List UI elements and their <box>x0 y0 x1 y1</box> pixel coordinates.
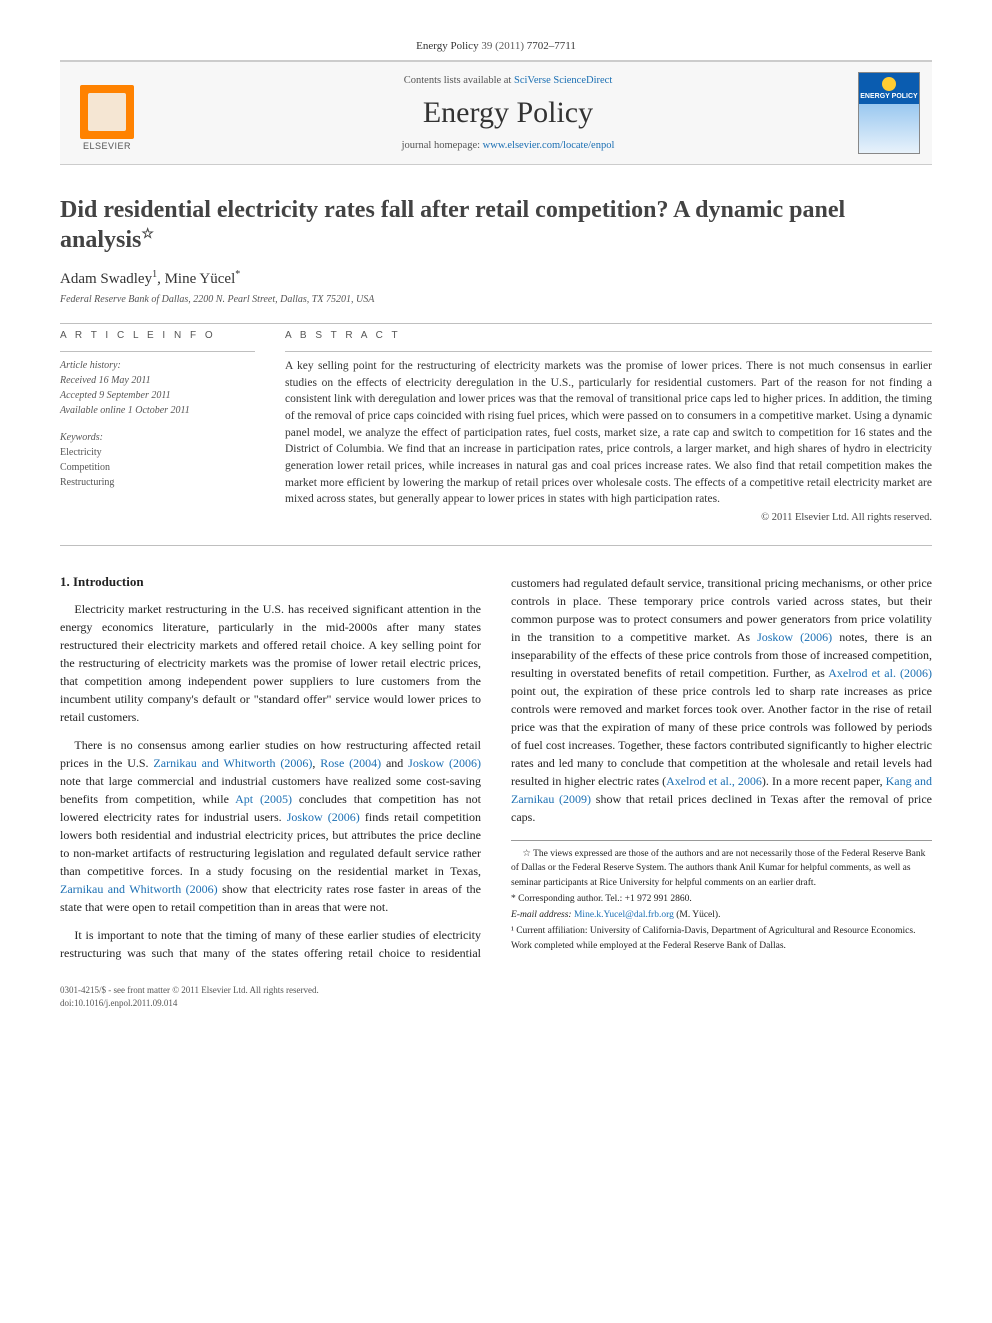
contents-line: Contents lists available at SciVerse Sci… <box>158 75 858 86</box>
footnotes: ☆ The views expressed are those of the a… <box>511 840 932 953</box>
para-3-c: point out, the expiration of these price… <box>511 684 932 788</box>
running-header: Energy Policy 39 (2011) 7702–7711 <box>60 40 932 52</box>
rule-bottom <box>60 545 932 546</box>
homepage-link[interactable]: www.elsevier.com/locate/enpol <box>483 140 615 151</box>
homepage-prefix: journal homepage: <box>402 140 483 151</box>
authors: Adam Swadley1, Mine Yücel* <box>60 269 932 288</box>
footer-meta: 0301-4215/$ - see front matter © 2011 El… <box>60 984 932 1009</box>
cover-sun-icon <box>882 77 896 91</box>
email-label: E-mail address: <box>511 910 572 920</box>
article-title-text: Did residential electricity rates fall a… <box>60 197 845 253</box>
abstract-copyright: © 2011 Elsevier Ltd. All rights reserved… <box>285 512 932 523</box>
cite-zarnikau-2006b[interactable]: Zarnikau and Whitworth (2006) <box>60 882 218 896</box>
cite-zarnikau-2006[interactable]: Zarnikau and Whitworth (2006) <box>153 756 312 770</box>
journal-pages: 7702–7711 <box>527 40 576 52</box>
keyword-3: Restructuring <box>60 475 255 490</box>
abstract-text: A key selling point for the restructurin… <box>285 358 932 508</box>
email-suffix: (M. Yücel). <box>676 910 720 920</box>
para-3-d: ). In a more recent paper, <box>762 774 886 788</box>
cite-axelrod-2006a[interactable]: Axelrod et al. (2006) <box>828 666 932 680</box>
rule-top <box>60 323 932 324</box>
abstract-heading: A B S T R A C T <box>285 330 932 341</box>
article-info: A R T I C L E I N F O Article history: R… <box>60 330 255 523</box>
footnote-aff1: ¹ Current affiliation: University of Cal… <box>511 924 932 953</box>
masthead-center: Contents lists available at SciVerse Sci… <box>158 75 858 151</box>
author-2: Mine Yücel <box>165 271 236 287</box>
sciencedirect-link[interactable]: SciVerse ScienceDirect <box>514 75 612 86</box>
keyword-2: Competition <box>60 460 255 475</box>
cover-sky <box>859 104 919 153</box>
journal-name: Energy Policy <box>416 40 478 52</box>
doi-line: doi:10.1016/j.enpol.2011.09.014 <box>60 997 932 1010</box>
online-date: Available online 1 October 2011 <box>60 403 255 418</box>
cite-apt-2005[interactable]: Apt (2005) <box>235 792 292 806</box>
title-footnote-symbol: ☆ <box>141 227 154 242</box>
journal-volume: 39 <box>481 40 492 52</box>
section-1-heading: 1. Introduction <box>60 574 481 590</box>
author-1-sup: 1 <box>152 269 157 280</box>
cite-joskow-2006a[interactable]: Joskow (2006) <box>408 756 481 770</box>
para-1: Electricity market restructuring in the … <box>60 600 481 726</box>
elsevier-logo: ELSEVIER <box>72 75 142 151</box>
elsevier-tree-icon <box>80 85 134 139</box>
body-columns: 1. Introduction Electricity market restr… <box>60 574 932 962</box>
cite-joskow-2006b[interactable]: Joskow (2006) <box>287 810 360 824</box>
elsevier-label: ELSEVIER <box>83 141 131 151</box>
received-date: Received 16 May 2011 <box>60 373 255 388</box>
article-history: Article history: Received 16 May 2011 Ac… <box>60 358 255 418</box>
accepted-date: Accepted 9 September 2011 <box>60 388 255 403</box>
homepage-line: journal homepage: www.elsevier.com/locat… <box>158 140 858 151</box>
affiliation: Federal Reserve Bank of Dallas, 2200 N. … <box>60 294 932 305</box>
journal-year: (2011) <box>495 40 524 52</box>
front-matter-line: 0301-4215/$ - see front matter © 2011 El… <box>60 984 932 997</box>
cover-thumbnail: ENERGY POLICY <box>858 72 920 154</box>
email-link[interactable]: Mine.k.Yucel@dal.frb.org <box>574 910 674 920</box>
history-label: Article history: <box>60 358 255 373</box>
journal-title: Energy Policy <box>158 96 858 130</box>
cite-rose-2004[interactable]: Rose (2004) <box>320 756 381 770</box>
author-2-sup: * <box>235 269 240 280</box>
footnote-star: ☆ The views expressed are those of the a… <box>511 847 932 890</box>
contents-prefix: Contents lists available at <box>404 75 514 86</box>
article-info-heading: A R T I C L E I N F O <box>60 330 255 341</box>
article-title: Did residential electricity rates fall a… <box>60 195 932 255</box>
cite-axelrod-2006b[interactable]: Axelrod et al., 2006 <box>666 774 762 788</box>
author-1: Adam Swadley <box>60 271 152 287</box>
keywords: Keywords: Electricity Competition Restru… <box>60 430 255 490</box>
abstract: A B S T R A C T A key selling point for … <box>285 330 932 523</box>
para-2-c: and <box>381 756 408 770</box>
footnote-email: E-mail address: Mine.k.Yucel@dal.frb.org… <box>511 908 932 922</box>
cover-label: ENERGY POLICY <box>860 93 917 100</box>
keyword-1: Electricity <box>60 445 255 460</box>
para-2: There is no consensus among earlier stud… <box>60 736 481 916</box>
info-rule <box>60 351 255 352</box>
cite-joskow-2006c[interactable]: Joskow (2006) <box>757 630 832 644</box>
masthead: ELSEVIER Contents lists available at Sci… <box>60 60 932 165</box>
keywords-label: Keywords: <box>60 430 255 445</box>
abstract-rule <box>285 351 932 352</box>
footnote-corresponding: * Corresponding author. Tel.: +1 972 991… <box>511 892 932 906</box>
